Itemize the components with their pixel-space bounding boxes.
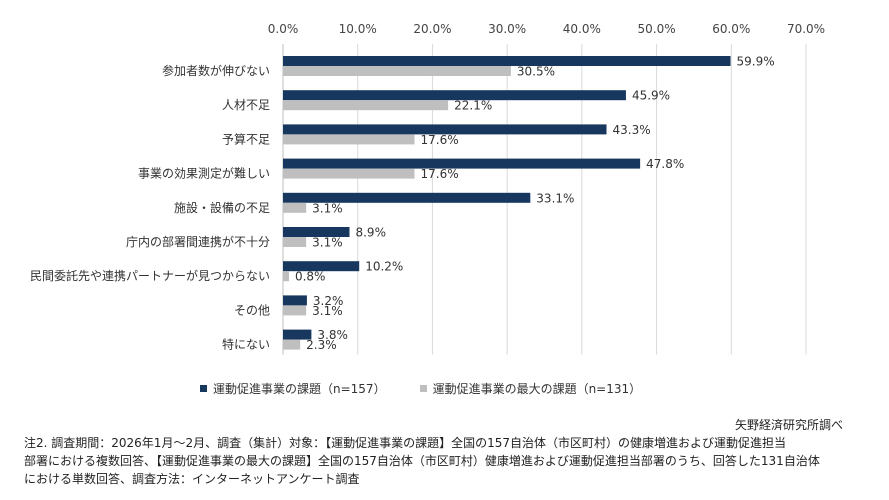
data-label-series-1: 33.1% [536,191,574,205]
data-label-series-2: 17.6% [420,133,458,147]
category-label: 参加者数が伸びない [162,63,270,78]
data-label-series-1: 8.9% [355,226,386,240]
bar-series-1 [283,295,307,306]
data-label-series-1: 10.2% [365,260,403,274]
legend-swatch-series-2 [419,385,427,392]
bar-series-2 [283,202,307,213]
x-tick-label: 50.0% [638,22,676,36]
bar-series-2 [283,134,415,145]
bar-series-2 [283,237,307,247]
data-label-series-2: 0.8% [295,270,326,284]
category-label: 施設・設備の不足 [174,200,270,215]
bar-series-1 [283,124,607,135]
data-label-series-2: 30.5% [517,65,555,79]
bar-series-1 [283,227,350,237]
data-label-series-1: 3.8% [317,328,348,342]
note-line-3: における単数回答、調査方法：インターネットアンケート調査 [24,472,360,486]
x-tick-label: 60.0% [712,22,750,36]
data-label-series-2: 3.1% [312,236,343,250]
data-label-series-2: 3.1% [312,201,343,215]
data-label-series-1: 47.8% [646,157,684,171]
bar-series-1 [283,56,731,66]
category-label: 民間委託先や連携パートナーが見つからない [30,268,270,283]
legend: 運動促進事業の課題（n=157） 運動促進事業の最大の課題（n=131） [200,380,641,397]
data-label-series-2: 17.6% [420,167,458,181]
data-label-series-2: 22.1% [454,99,492,113]
data-label-series-1: 59.9% [737,55,775,69]
x-tick-label: 0.0% [268,22,299,36]
x-tick-label: 30.0% [488,22,526,36]
data-label-series-1: 43.3% [613,123,651,137]
legend-swatch-series-1 [200,385,207,392]
bar-series-2 [283,305,307,316]
data-label-series-1: 3.2% [313,294,344,308]
legend-label-series-1: 運動促進事業の課題（n=157） [213,382,386,396]
note-line-2: 部署における複数回答、【運動促進事業の最大の課題】全国の157自治体（市区町村）… [24,454,820,468]
legend-item-series-2: 運動促進事業の最大の課題（n=131） [419,380,642,397]
data-label-series-1: 45.9% [632,89,670,103]
bar-series-1 [283,261,360,272]
category-label: 人材不足 [222,98,270,112]
category-label: 庁内の部署間連携が不十分 [126,234,270,249]
legend-item-series-1: 運動促進事業の課題（n=157） [200,380,386,397]
survey-note: 注2. 調査期間：2026年1月～2月、調査（集計）対象：【運動促進事業の課題】… [24,434,874,488]
x-tick-label: 10.0% [339,22,377,36]
x-tick-label: 40.0% [563,22,601,36]
bar-series-2 [283,168,415,179]
category-label: その他 [234,303,270,317]
bar-series-2 [283,339,301,350]
bar-series-1 [283,329,312,340]
category-label: 事業の効果測定が難しい [138,166,270,181]
bar-series-1 [283,192,531,203]
legend-label-series-2: 運動促進事業の最大の課題（n=131） [432,382,642,396]
note-line-1: 注2. 調査期間：2026年1月～2月、調査（集計）対象：【運動促進事業の課題】… [24,436,786,450]
category-label: 特にない [222,337,270,352]
x-tick-label: 70.0% [787,22,825,36]
bar-series-2 [283,271,289,282]
data-label-series-2: 2.3% [306,338,337,352]
x-tick-label: 20.0% [413,22,451,36]
data-label-series-2: 3.1% [312,304,343,318]
bar-series-2 [283,66,511,76]
source-credit: 矢野経済研究所調べ [734,418,843,432]
bar-series-2 [283,100,449,111]
bar-series-1 [283,158,641,169]
bar-series-1 [283,90,626,101]
bar-chart: 0.0% 10.0% 20.0% 30.0% 40.0% 50.0% 60.0% 70.0% 参… [30,22,825,355]
category-label: 予算不足 [222,131,270,146]
